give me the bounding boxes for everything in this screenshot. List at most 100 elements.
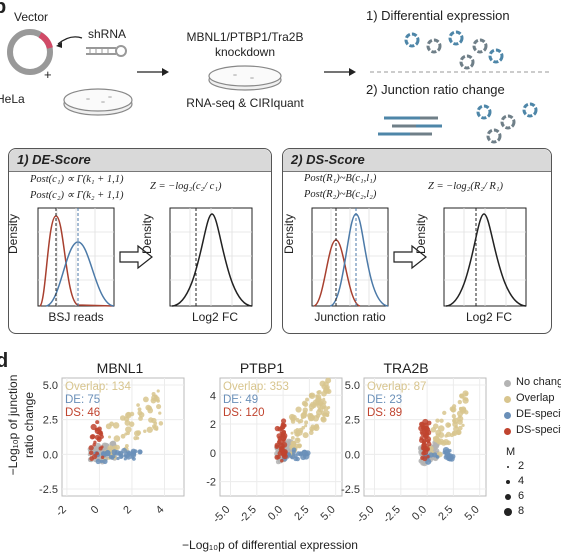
data-point [131, 456, 136, 461]
data-point [304, 424, 308, 428]
data-point [126, 431, 130, 436]
vector-plasmid-icon [7, 29, 53, 75]
data-point [290, 414, 297, 421]
data-point [148, 417, 154, 423]
data-point [89, 434, 95, 440]
data-point [447, 457, 451, 461]
x-tick-label: 0.0 [266, 504, 285, 523]
data-point [448, 455, 455, 462]
x-tick-label: -2 [54, 504, 69, 519]
data-point [452, 404, 457, 409]
data-point [442, 450, 447, 455]
data-point [91, 453, 98, 460]
data-point [309, 401, 316, 408]
legend-size-title: M [506, 446, 516, 458]
data-point [158, 421, 164, 426]
data-point [421, 442, 427, 448]
size-label-4: 4 [518, 475, 525, 487]
data-point [438, 432, 445, 439]
ds-right-ylabel: Density [414, 213, 428, 254]
size-label-2: 2 [518, 460, 525, 472]
data-point [316, 390, 320, 395]
y-tick-label: 2.5 [43, 415, 58, 427]
data-point [462, 390, 469, 397]
y-tick-label: 2 [210, 419, 216, 431]
vector-label: Vector [14, 10, 49, 24]
annotation-label: DS: 46 [65, 407, 100, 419]
data-point [282, 439, 286, 443]
de-formula-2: Post(c₂) ∝ Γ(k₂ + 1,1) [30, 190, 124, 201]
data-point [419, 436, 424, 441]
data-point [309, 414, 314, 418]
data-point [136, 403, 140, 407]
x-tick-label: 2.5 [436, 504, 455, 523]
legend-dot-de-specific [504, 412, 511, 419]
data-point [435, 433, 440, 438]
x-tick-label: -2.5 [237, 504, 259, 526]
annotation-label: Overlap: 134 [65, 381, 131, 393]
data-point [108, 454, 113, 459]
data-point [88, 445, 94, 451]
data-point [315, 394, 322, 401]
size-label-8: 8 [518, 505, 525, 517]
annotation-label: Overlap: 87 [367, 381, 426, 393]
ds-formula-2: Post(R₂)~B(c₂,l₂) [304, 189, 377, 200]
y-tick-label: 5.0 [345, 380, 360, 392]
knockdown-subtitle: knockdown [214, 45, 276, 59]
data-point [457, 415, 464, 422]
data-point [304, 450, 311, 456]
data-point [100, 459, 104, 464]
de-bsj-density-plot [37, 207, 115, 307]
de-left-ylabel: Density [6, 213, 20, 254]
data-point [457, 399, 463, 405]
legend-size-2: 2 [500, 460, 561, 475]
data-point [118, 450, 124, 456]
data-point [129, 411, 135, 417]
data-point [94, 427, 99, 432]
knockdown-dish-icon [208, 65, 282, 91]
legend-label-ds-specific: DS-specific [516, 424, 561, 436]
ds-formula-1: Post(R₁)~B(c₁,l₁) [304, 173, 377, 184]
data-point [435, 455, 440, 459]
ds-z-formula: Z = −log₂(R₂/ R₁) [428, 181, 503, 192]
data-point [276, 433, 282, 439]
scatter-points [274, 377, 332, 465]
data-point [323, 388, 327, 392]
size-dot-8 [504, 508, 512, 516]
data-point [107, 435, 112, 439]
data-point [445, 431, 452, 438]
data-point [430, 427, 437, 433]
data-point [128, 421, 135, 427]
hollow-arrow-icon [119, 244, 153, 270]
size-dot-4 [506, 480, 510, 484]
data-point [452, 417, 459, 424]
y-tick-label: -2.5 [39, 484, 58, 496]
size-dot-2 [507, 466, 509, 468]
legend-size-4: 4 [500, 475, 561, 490]
de-left-xlabel: BSJ reads [48, 310, 104, 324]
scatter-title-ptbp1: PTBP1 [239, 360, 285, 376]
data-point [289, 444, 295, 449]
x-tick-label: 4 [154, 504, 167, 517]
plus-sign: + [44, 67, 52, 82]
legend-item-ds-specific: DS-specific [500, 424, 561, 440]
step1-label: 1) Differential expression [366, 8, 510, 23]
data-point [457, 425, 463, 431]
data-point [151, 392, 156, 397]
annotation-label: Overlap: 353 [223, 381, 289, 393]
data-point [137, 407, 142, 412]
data-point [444, 451, 451, 459]
y-tick-label: 4 [210, 390, 216, 402]
data-point [95, 451, 99, 456]
data-point [297, 443, 302, 448]
legend-dot-no-change [504, 380, 511, 387]
data-point [426, 420, 432, 426]
y-tick-label: 2.5 [345, 415, 360, 427]
data-point [420, 430, 427, 437]
data-point [464, 397, 469, 402]
data-point [420, 455, 425, 460]
data-point [126, 411, 132, 417]
data-point [461, 423, 465, 427]
x-tick-label: 5.0 [463, 504, 482, 523]
